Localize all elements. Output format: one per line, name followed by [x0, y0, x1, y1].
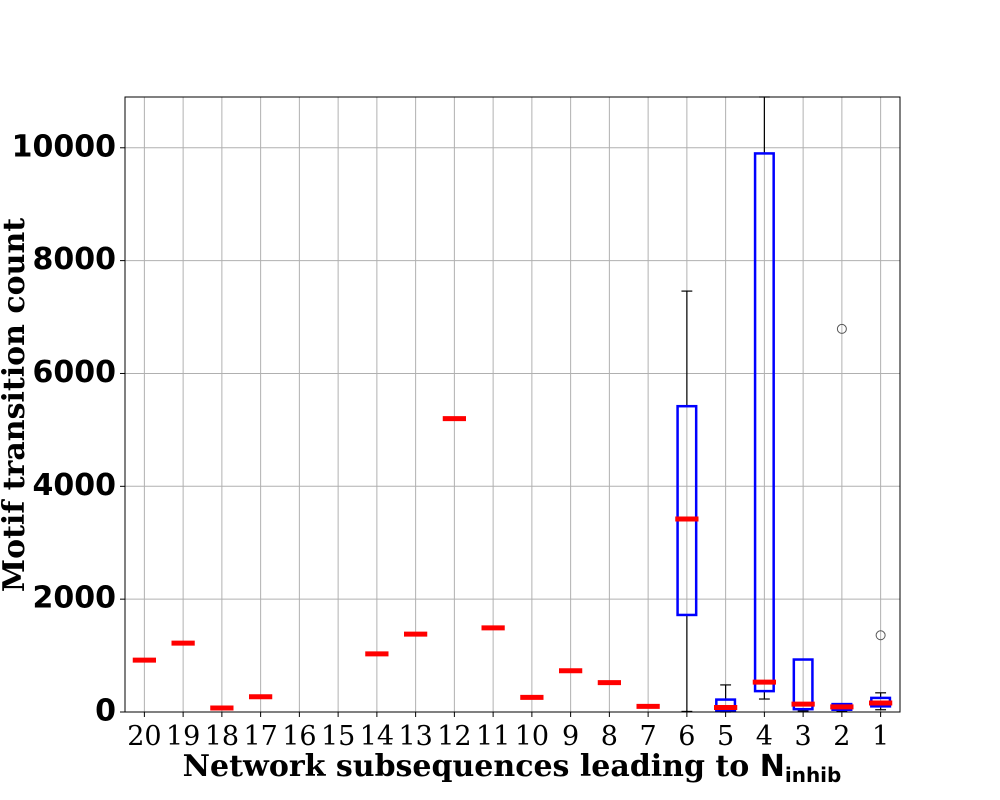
grid-lines	[125, 97, 900, 712]
x-tick-label: 11	[476, 721, 510, 752]
box-5	[714, 684, 738, 713]
box-2	[830, 323, 854, 713]
x-tick-label: 2	[833, 721, 850, 752]
y-tick-label: 8000	[33, 242, 117, 277]
x-tick-label: 18	[205, 721, 239, 752]
x-tick-label: 6	[678, 721, 695, 752]
x-axis-label-subscript: inhib	[785, 763, 842, 787]
box-6	[675, 290, 699, 713]
x-tick-label: 5	[717, 721, 734, 752]
x-tick-label: 12	[437, 721, 471, 752]
plot-frame	[124, 96, 901, 713]
x-tick-label: 15	[321, 721, 355, 752]
x-tick-label: 19	[166, 721, 200, 752]
y-tick-label: 6000	[33, 355, 117, 390]
box-rect	[753, 152, 775, 693]
x-tick-label: 9	[562, 721, 579, 752]
x-tick-label: 7	[640, 721, 657, 752]
x-axis: 20 19 18 17 16 15 14 13 12 11 10 9 8 7 6 5 4 3 2 1	[127, 712, 889, 752]
box-4	[752, 96, 776, 700]
box-rect	[676, 404, 698, 617]
x-axis-label-symbol: N	[760, 749, 785, 784]
x-tick-label: 4	[756, 721, 773, 752]
flier-point	[836, 323, 847, 334]
box-plot-series	[132, 96, 893, 713]
x-axis-label: Network subsequences leading to Ninhib	[183, 749, 842, 787]
x-tick-label: 10	[515, 721, 549, 752]
flier-point	[875, 630, 886, 641]
y-tick-label: 0	[95, 694, 116, 729]
x-tick-label: 20	[127, 721, 161, 752]
x-tick-label: 13	[398, 721, 432, 752]
x-tick-label: 17	[243, 721, 277, 752]
x-tick-label: 3	[795, 721, 812, 752]
x-tick-label: 14	[360, 721, 394, 752]
box-1	[869, 630, 893, 711]
y-axis-label: Motif transition count	[0, 218, 32, 592]
y-axis: 0 2000 4000 6000 8000 10000	[12, 129, 125, 729]
y-tick-label: 10000	[12, 129, 116, 164]
box-rect	[792, 658, 814, 711]
box-3	[791, 658, 815, 712]
x-tick-label: 1	[872, 721, 889, 752]
x-tick-label: 8	[601, 721, 618, 752]
y-tick-label: 4000	[33, 468, 117, 503]
box-rect	[715, 698, 737, 712]
x-axis-label-text: Network subsequences leading to	[183, 749, 760, 784]
y-tick-label: 2000	[33, 581, 117, 616]
x-tick-label: 16	[282, 721, 316, 752]
